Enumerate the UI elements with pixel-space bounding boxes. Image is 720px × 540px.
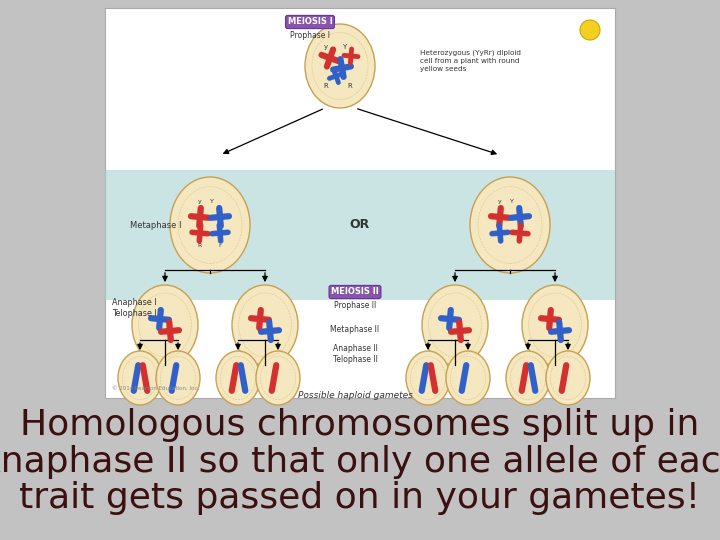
Bar [105, 170, 615, 300]
Text: Homologous chromosomes split up in: Homologous chromosomes split up in [20, 408, 700, 442]
Text: y: y [498, 199, 502, 204]
Text: Prophase II: Prophase II [334, 300, 376, 309]
Ellipse shape [446, 351, 490, 405]
Text: Anaphase II so that only one allele of each: Anaphase II so that only one allele of e… [0, 445, 720, 479]
Text: r: r [219, 243, 221, 248]
Text: MEIOSIS II: MEIOSIS II [331, 287, 379, 296]
Ellipse shape [546, 351, 590, 405]
Text: Prophase I: Prophase I [290, 30, 330, 39]
Ellipse shape [132, 285, 198, 365]
Text: Metaphase I: Metaphase I [130, 220, 181, 230]
Text: Possible haploid gametes: Possible haploid gametes [297, 392, 413, 401]
Text: Anaphase II
Telophase II: Anaphase II Telophase II [333, 344, 377, 364]
Text: y: y [198, 199, 202, 204]
Ellipse shape [506, 351, 550, 405]
Ellipse shape [216, 351, 260, 405]
Ellipse shape [406, 351, 450, 405]
Text: R: R [348, 83, 352, 89]
Text: © 2014 Pearson Education, Inc.: © 2014 Pearson Education, Inc. [112, 386, 199, 390]
Text: R: R [323, 83, 328, 89]
Text: R: R [198, 243, 202, 248]
Ellipse shape [305, 24, 375, 108]
Ellipse shape [156, 351, 200, 405]
Text: Y: Y [342, 44, 346, 50]
Text: Y: Y [210, 199, 214, 204]
Text: y: y [324, 44, 328, 50]
Bar [105, 8, 615, 398]
Ellipse shape [522, 285, 588, 365]
Ellipse shape [118, 351, 162, 405]
Text: OR: OR [350, 219, 370, 232]
Text: MEIOSIS I: MEIOSIS I [287, 17, 333, 26]
Ellipse shape [170, 177, 250, 273]
Text: Metaphase II: Metaphase II [330, 326, 379, 334]
Text: trait gets passed on in your gametes!: trait gets passed on in your gametes! [19, 481, 701, 515]
Text: Anaphase I
Telophase I: Anaphase I Telophase I [112, 298, 157, 318]
Circle shape [580, 20, 600, 40]
Ellipse shape [256, 351, 300, 405]
Text: Y: Y [510, 199, 514, 204]
Ellipse shape [422, 285, 488, 365]
Text: Heterozygous (YyRr) diploid
cell from a plant with round
yellow seeds: Heterozygous (YyRr) diploid cell from a … [420, 50, 521, 72]
Ellipse shape [232, 285, 298, 365]
Ellipse shape [470, 177, 550, 273]
